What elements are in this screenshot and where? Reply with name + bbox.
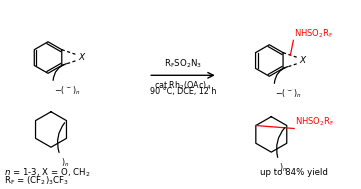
Text: $)_n$: $)_n$	[279, 161, 288, 174]
Text: $-(^{\smile})_n$: $-(^{\smile})_n$	[275, 87, 302, 100]
Text: up to 84% yield: up to 84% yield	[260, 168, 328, 177]
Text: X: X	[300, 56, 306, 65]
Text: R$_\mathregular{F}$ = (CF$_\mathregular{2}$)$_\mathregular{3}$CF$_\mathregular{3: R$_\mathregular{F}$ = (CF$_\mathregular{…	[4, 174, 69, 187]
Text: 90 °C, DCE, 12 h: 90 °C, DCE, 12 h	[150, 87, 216, 96]
Text: NHSO$_\mathregular{2}$R$_\mathregular{F}$: NHSO$_\mathregular{2}$R$_\mathregular{F}…	[295, 115, 334, 128]
Text: NHSO$_\mathregular{2}$R$_\mathregular{F}$: NHSO$_\mathregular{2}$R$_\mathregular{F}…	[294, 28, 334, 40]
Text: cat Rh$_\mathregular{2}$(OAc)$_\mathregular{4}$: cat Rh$_\mathregular{2}$(OAc)$_\mathregu…	[155, 79, 212, 92]
Text: $-(^{\smile})_n$: $-(^{\smile})_n$	[54, 84, 81, 97]
Text: X: X	[78, 53, 84, 62]
Text: R$_\mathregular{F}$SO$_\mathregular{2}$N$_\mathregular{3}$: R$_\mathregular{F}$SO$_\mathregular{2}$N…	[164, 58, 202, 70]
Text: $)_n$: $)_n$	[61, 156, 69, 169]
Text: $n$ = 1-3, X = O, CH$_\mathregular{2}$: $n$ = 1-3, X = O, CH$_\mathregular{2}$	[4, 166, 91, 179]
